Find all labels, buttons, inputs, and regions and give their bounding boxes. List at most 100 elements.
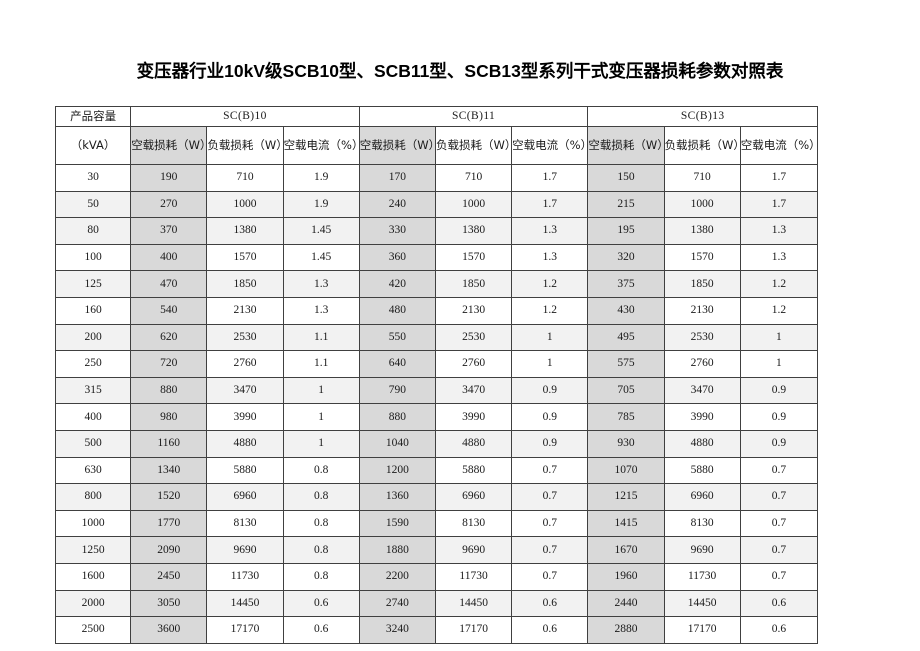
cell-value: 3470: [434, 376, 513, 405]
cell-value: 1: [282, 376, 360, 405]
table-row: 125 470 1850 1.3 420 1850 1.2 375 1850 1.2: [54, 270, 819, 298]
cell-capacity: 800: [54, 483, 132, 511]
cell-capacity: 80: [54, 217, 132, 245]
cell-value: 1570: [434, 243, 513, 272]
cell-value: 14450: [206, 589, 284, 618]
cell-value: 785: [587, 403, 665, 431]
table-row: 2500 3600 17170 0.6 3240 17170 0.6 2880 17170 0.6: [54, 616, 819, 644]
table-row: 800 1520 6960 0.8 1360 6960 0.7 1215 6960 0.7: [54, 483, 819, 511]
cell-value: 1670: [587, 536, 665, 564]
cell-value: 575: [587, 350, 665, 378]
subheader-scb13-no-load-current: 空载电流（%）: [739, 126, 819, 165]
table-row: 200 620 2530 1.1 550 2530 1 495 2530 1: [54, 323, 819, 352]
subheader-scb10-load-loss: 负载损耗（W）: [206, 126, 284, 165]
cell-value: 1520: [130, 483, 208, 511]
cell-value: 0.8: [282, 483, 360, 511]
cell-value: 3600: [130, 616, 208, 644]
cell-value: 3470: [206, 376, 284, 405]
cell-value: 1.7: [739, 164, 819, 192]
table-row: 2000 3050 14450 0.6 2740 14450 0.6 2440 14450 0.6: [54, 589, 819, 618]
cell-value: 1: [511, 350, 589, 378]
cell-capacity: 315: [54, 376, 132, 405]
cell-value: 9690: [206, 536, 284, 564]
cell-value: 705: [587, 376, 665, 405]
cell-value: 6960: [206, 483, 284, 511]
table-row: 100 400 1570 1.45 360 1570 1.3 320 1570 1.3: [54, 243, 819, 272]
cell-value: 2090: [130, 536, 208, 564]
cell-capacity: 1000: [54, 509, 132, 538]
cell-value: 1.3: [739, 217, 819, 245]
table-row: 250 720 2760 1.1 640 2760 1 575 2760 1: [54, 350, 819, 378]
cell-value: 480: [358, 296, 436, 325]
subheader-scb13-load-loss: 负载损耗（W）: [663, 126, 741, 165]
cell-value: 0.6: [511, 589, 589, 618]
cell-value: 0.8: [282, 536, 360, 564]
cell-value: 1.2: [511, 270, 589, 298]
cell-value: 980: [130, 403, 208, 431]
cell-value: 1850: [206, 270, 284, 298]
loss-parameter-table: 产品容量 SC(B)10 SC(B)11 SC(B)13 （kVA） 空载损耗（…: [54, 106, 819, 644]
cell-value: 1.3: [739, 243, 819, 272]
cell-value: 1850: [434, 270, 513, 298]
cell-value: 2740: [358, 589, 436, 618]
cell-capacity: 500: [54, 429, 132, 458]
header-row-subcolumns: （kVA） 空载损耗（W） 负载损耗（W） 空载电流（%） 空载损耗（W） 负载…: [54, 126, 819, 165]
cell-value: 2130: [206, 296, 284, 325]
cell-capacity: 2500: [54, 616, 132, 644]
cell-capacity: 2000: [54, 589, 132, 618]
cell-value: 6960: [434, 483, 513, 511]
cell-value: 1.7: [511, 164, 589, 192]
cell-value: 0.6: [739, 616, 819, 644]
cell-value: 17170: [206, 616, 284, 644]
cell-value: 400: [130, 243, 208, 272]
cell-value: 1200: [358, 456, 436, 485]
cell-capacity: 160: [54, 296, 132, 325]
cell-value: 1.3: [511, 243, 589, 272]
cell-value: 9690: [663, 536, 741, 564]
cell-value: 0.9: [511, 429, 589, 458]
cell-value: 1: [739, 350, 819, 378]
cell-value: 330: [358, 217, 436, 245]
cell-capacity: 100: [54, 243, 132, 272]
cell-value: 1000: [663, 190, 741, 219]
cell-value: 1960: [587, 562, 665, 591]
cell-value: 1850: [663, 270, 741, 298]
cell-value: 1880: [358, 536, 436, 564]
cell-value: 0.7: [511, 536, 589, 564]
cell-value: 880: [358, 403, 436, 431]
cell-value: 2440: [587, 589, 665, 618]
cell-value: 3240: [358, 616, 436, 644]
cell-value: 1380: [663, 217, 741, 245]
cell-value: 11730: [663, 562, 741, 591]
cell-value: 430: [587, 296, 665, 325]
cell-value: 2530: [206, 323, 284, 352]
cell-value: 1380: [434, 217, 513, 245]
cell-value: 0.7: [511, 509, 589, 538]
cell-value: 2880: [587, 616, 665, 644]
cell-value: 215: [587, 190, 665, 219]
cell-value: 0.9: [511, 403, 589, 431]
table-row: 50 270 1000 1.9 240 1000 1.7 215 1000 1.7: [54, 190, 819, 219]
cell-value: 790: [358, 376, 436, 405]
cell-value: 8130: [434, 509, 513, 538]
cell-value: 2760: [206, 350, 284, 378]
group-header-scb11: SC(B)11: [358, 106, 589, 127]
cell-value: 550: [358, 323, 436, 352]
subheader-scb13-no-load-loss: 空载损耗（W）: [587, 126, 665, 165]
cell-value: 1040: [358, 429, 436, 458]
cell-value: 3990: [663, 403, 741, 431]
cell-value: 0.7: [739, 483, 819, 511]
table-row: 630 1340 5880 0.8 1200 5880 0.7 1070 5880 0.7: [54, 456, 819, 485]
cell-value: 5880: [434, 456, 513, 485]
cell-value: 3050: [130, 589, 208, 618]
cell-value: 2760: [434, 350, 513, 378]
cell-value: 1570: [663, 243, 741, 272]
cell-value: 1770: [130, 509, 208, 538]
cell-value: 17170: [434, 616, 513, 644]
group-header-scb13: SC(B)13: [587, 106, 818, 127]
cell-value: 1160: [130, 429, 208, 458]
cell-value: 2450: [130, 562, 208, 591]
cell-value: 3470: [663, 376, 741, 405]
cell-value: 0.9: [739, 429, 819, 458]
